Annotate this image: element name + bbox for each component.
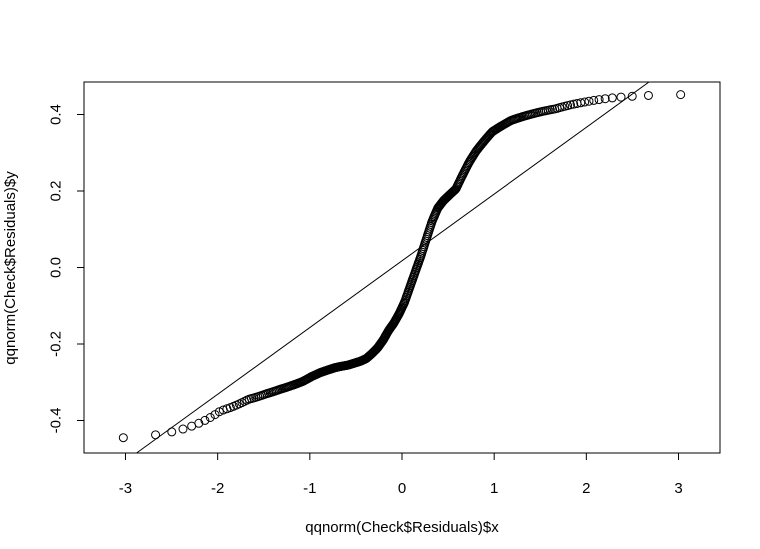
qq-point bbox=[118, 433, 128, 443]
x-tick-label: -1 bbox=[303, 480, 316, 497]
qq-point bbox=[151, 430, 161, 440]
y-axis: -0.4 -0.2 0.0 0.2 0.4 bbox=[48, 104, 85, 433]
qq-point bbox=[214, 407, 224, 417]
x-tick-label: 2 bbox=[582, 480, 590, 497]
y-tick-label: -0.4 bbox=[48, 408, 65, 434]
qq-point bbox=[200, 415, 210, 425]
qq-point bbox=[178, 424, 188, 434]
qq-point bbox=[584, 96, 594, 106]
data-points bbox=[118, 90, 686, 443]
qq-point bbox=[576, 98, 586, 108]
x-tick-label: 3 bbox=[674, 480, 682, 497]
qq-point bbox=[167, 427, 177, 437]
x-tick-label: 1 bbox=[490, 480, 498, 497]
plot-frame bbox=[83, 81, 721, 454]
y-tick-label: 0.4 bbox=[48, 104, 65, 125]
y-tick-label: 0.2 bbox=[48, 181, 65, 202]
qq-point bbox=[594, 95, 604, 105]
reference-line-group bbox=[136, 81, 650, 454]
qq-point bbox=[616, 92, 626, 102]
qq-point bbox=[627, 91, 637, 101]
x-axis-label: qqnorm(Check$Residuals)$x bbox=[305, 519, 499, 536]
x-tick-label: -3 bbox=[119, 480, 132, 497]
qq-point bbox=[566, 100, 576, 110]
x-tick-label: 0 bbox=[398, 480, 406, 497]
qq-point bbox=[580, 97, 590, 107]
qq-point bbox=[643, 90, 653, 100]
qq-point bbox=[194, 418, 204, 428]
y-axis-label: qqnorm(Check$Residuals)$y bbox=[2, 171, 19, 365]
qq-point bbox=[607, 93, 617, 103]
y-tick-label: -0.2 bbox=[48, 331, 65, 357]
qq-point bbox=[205, 413, 215, 423]
x-tick-label: -2 bbox=[211, 480, 224, 497]
qq-point bbox=[589, 95, 599, 105]
y-tick-label: 0.0 bbox=[48, 257, 65, 278]
reference-line bbox=[136, 81, 650, 454]
qq-point bbox=[676, 90, 686, 100]
qq-point bbox=[569, 99, 579, 109]
x-axis: -3 -2 -1 0 1 2 3 bbox=[119, 452, 683, 497]
qq-point bbox=[600, 94, 610, 104]
